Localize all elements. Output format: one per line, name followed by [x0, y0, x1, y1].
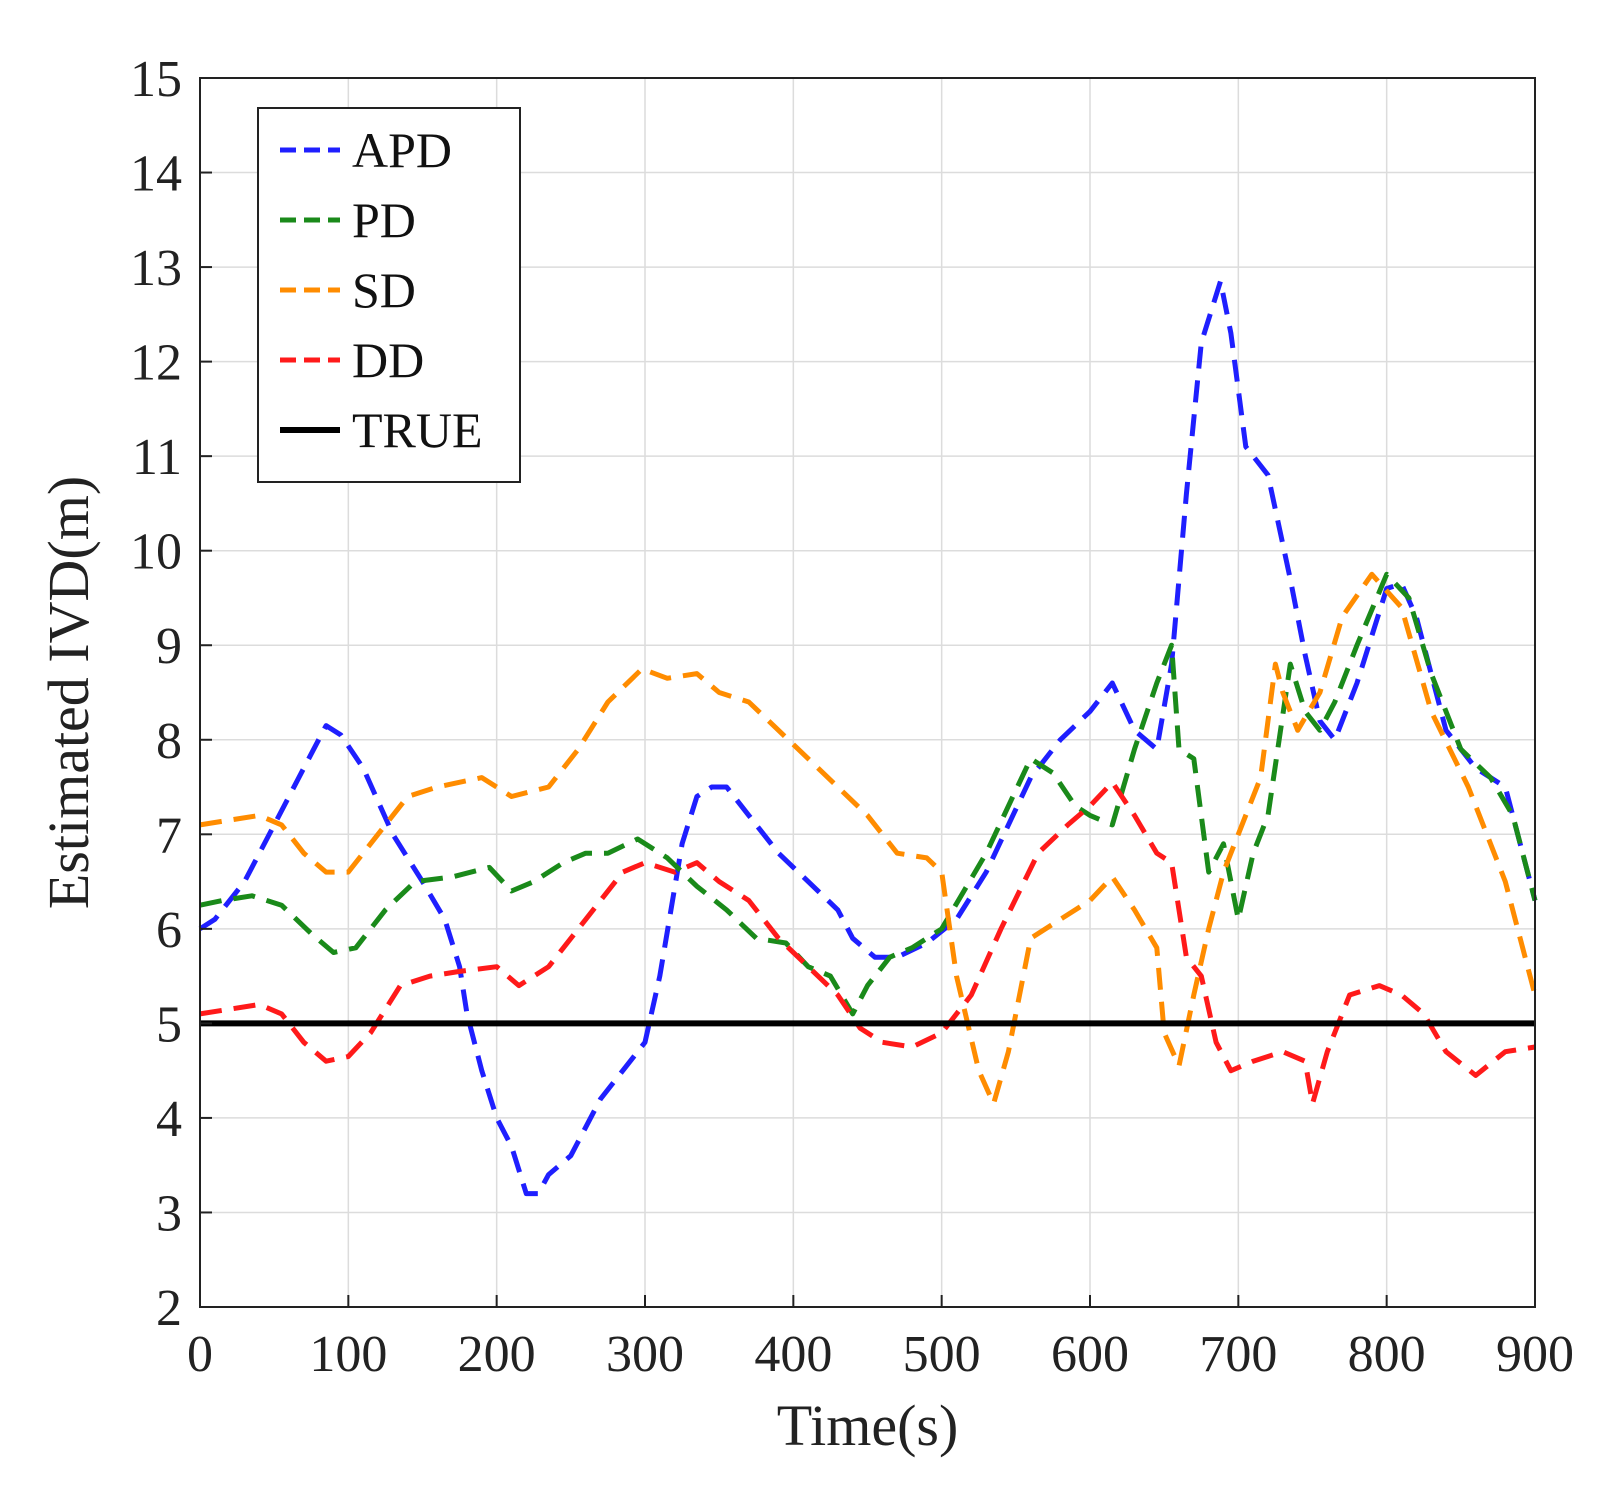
plot-area-border [199, 77, 1536, 1308]
legend-label-dd: DD [352, 332, 424, 388]
x-tick-label-8: 800 [1348, 1326, 1426, 1383]
legend-label-true: TRUE [352, 402, 483, 458]
y-tick-label-0: 2 [156, 1280, 182, 1337]
legend: APD PD SD DD TRUE [257, 107, 521, 483]
x-tick-label-9: 900 [1496, 1326, 1574, 1383]
x-tick-label-0: 0 [187, 1326, 213, 1383]
y-tick-label-12: 14 [130, 146, 182, 203]
legend-label-sd: SD [352, 262, 416, 318]
legend-label-pd: PD [352, 192, 416, 248]
y-tick-label-10: 12 [130, 335, 182, 392]
y-axis-label: Estimated IVD(m) [36, 476, 101, 909]
series-line-dd [199, 779, 1536, 1107]
y-axis-ticks: 2 3 4 5 6 7 8 9 10 11 12 13 14 15 [130, 51, 212, 1337]
y-tick-label-3: 5 [156, 996, 182, 1053]
series-line-sd [199, 571, 1538, 1107]
y-tick-label-13: 15 [130, 51, 182, 108]
x-tick-label-1: 100 [309, 1326, 387, 1383]
series-line-apd [198, 278, 1538, 1197]
y-tick-label-4: 6 [156, 902, 182, 959]
legend-box [257, 107, 521, 483]
x-tick-label-4: 400 [754, 1326, 832, 1383]
y-tick-label-7: 9 [156, 618, 182, 675]
series-line-pd [199, 571, 1538, 1017]
y-tick-label-11: 13 [130, 240, 182, 297]
y-tick-label-9: 11 [132, 429, 182, 486]
x-tick-label-7: 700 [1199, 1326, 1277, 1383]
legend-label-apd: APD [352, 122, 452, 178]
y-tick-label-5: 7 [156, 807, 182, 864]
y-tick-label-8: 10 [130, 524, 182, 581]
x-axis-label: Time(s) [777, 1393, 959, 1458]
x-tick-label-3: 300 [606, 1326, 684, 1383]
y-tick-label-6: 8 [156, 713, 182, 770]
y-tick-label-2: 4 [156, 1091, 182, 1148]
x-axis-ticks: 0 100 200 300 400 500 600 700 800 900 [187, 1295, 1574, 1383]
y-tick-label-1: 3 [156, 1185, 182, 1242]
x-tick-label-5: 500 [903, 1326, 981, 1383]
series-lines [198, 278, 1538, 1197]
x-tick-label-2: 200 [458, 1326, 536, 1383]
x-tick-label-6: 600 [1051, 1326, 1129, 1383]
